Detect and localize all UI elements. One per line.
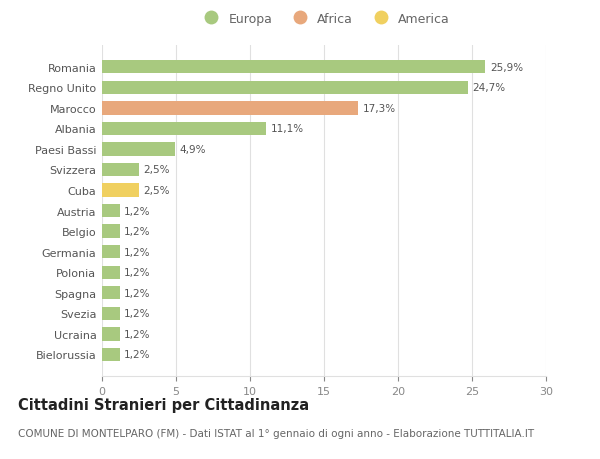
Text: 24,7%: 24,7% — [472, 83, 505, 93]
Bar — [102, 143, 175, 156]
Text: 2,5%: 2,5% — [143, 185, 170, 196]
Bar — [102, 307, 120, 320]
Text: COMUNE DI MONTELPARO (FM) - Dati ISTAT al 1° gennaio di ogni anno - Elaborazione: COMUNE DI MONTELPARO (FM) - Dati ISTAT a… — [18, 428, 534, 438]
Text: 1,2%: 1,2% — [124, 247, 151, 257]
Text: 25,9%: 25,9% — [490, 62, 523, 73]
Text: 1,2%: 1,2% — [124, 288, 151, 298]
Text: 11,1%: 11,1% — [271, 124, 304, 134]
Text: 1,2%: 1,2% — [124, 227, 151, 237]
Text: 1,2%: 1,2% — [124, 309, 151, 319]
Bar — [102, 163, 139, 177]
Bar — [102, 102, 358, 115]
Bar — [102, 61, 485, 74]
Bar — [102, 184, 139, 197]
Legend: Europa, Africa, America: Europa, Africa, America — [198, 12, 450, 25]
Bar — [102, 246, 120, 259]
Bar — [102, 328, 120, 341]
Text: 1,2%: 1,2% — [124, 350, 151, 360]
Text: 4,9%: 4,9% — [179, 145, 205, 155]
Text: 2,5%: 2,5% — [143, 165, 170, 175]
Bar — [102, 123, 266, 136]
Bar — [102, 81, 467, 95]
Bar — [102, 204, 120, 218]
Bar — [102, 266, 120, 280]
Text: Cittadini Stranieri per Cittadinanza: Cittadini Stranieri per Cittadinanza — [18, 397, 309, 412]
Bar — [102, 286, 120, 300]
Text: 1,2%: 1,2% — [124, 206, 151, 216]
Bar — [102, 225, 120, 238]
Text: 17,3%: 17,3% — [362, 104, 395, 113]
Text: 1,2%: 1,2% — [124, 268, 151, 278]
Text: 1,2%: 1,2% — [124, 329, 151, 339]
Bar — [102, 348, 120, 361]
